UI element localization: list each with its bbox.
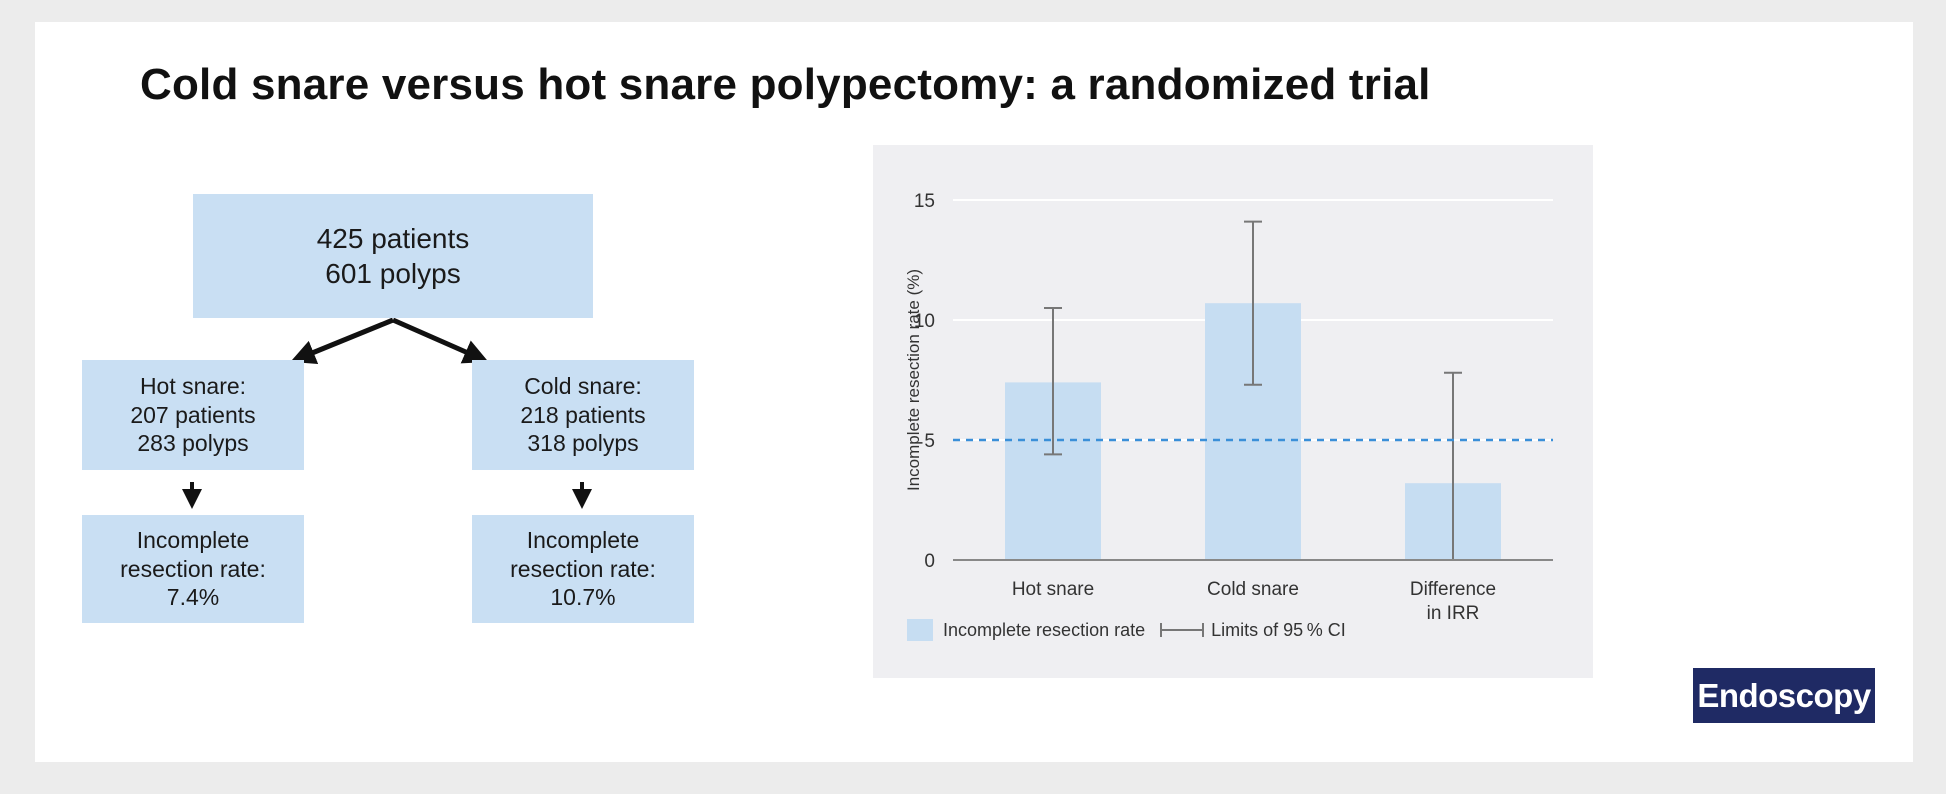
total-polyps: 601 polyps bbox=[325, 258, 461, 289]
cold-rate-line1: Incomplete bbox=[526, 526, 640, 553]
y-tick-label: 0 bbox=[924, 551, 935, 572]
hot-rate-box: Incomplete resection rate: 7.4% bbox=[82, 515, 304, 623]
y-tick-label: 15 bbox=[914, 191, 935, 212]
hot-snare-label: Hot snare: bbox=[139, 372, 247, 399]
y-tick-label: 5 bbox=[924, 431, 935, 452]
y-axis-label: Incomplete resection rate (%) bbox=[904, 269, 923, 491]
cold-snare-patients: 218 patients bbox=[520, 401, 646, 428]
cold-rate-box: Incomplete resection rate: 10.7% bbox=[472, 515, 694, 623]
journal-logo: Endoscopy bbox=[1693, 668, 1875, 723]
legend-ci-icon bbox=[1160, 623, 1205, 637]
cold-rate-line2: resection rate: bbox=[510, 555, 656, 582]
y-tick-label: 10 bbox=[914, 311, 935, 332]
hot-snare-polyps: 283 polyps bbox=[137, 430, 249, 457]
legend-ci-label: Limits of 95 % CI bbox=[1211, 619, 1346, 640]
figure-title: Cold snare versus hot snare polypectomy:… bbox=[140, 60, 1431, 109]
split-arrow-left bbox=[290, 317, 394, 365]
hot-snare-box: Hot snare: 207 patients 283 polyps bbox=[82, 360, 304, 470]
chart-panel: 0 5 10 15 Hot snare Cold snare Difference in IR… bbox=[873, 145, 1593, 678]
total-patients: 425 patients bbox=[316, 223, 470, 254]
cold-rate-value: 10.7% bbox=[550, 584, 616, 611]
cold-snare-box: Cold snare: 218 patients 318 polyps bbox=[472, 360, 694, 470]
x-tick-label: Cold snare bbox=[1207, 579, 1299, 600]
hot-rate-line2: resection rate: bbox=[120, 555, 266, 582]
hot-rate-line1: Incomplete bbox=[136, 526, 250, 553]
legend-bar-swatch bbox=[907, 619, 933, 641]
bar-chart: 0 5 10 15 Hot snare Cold snare Difference in IR… bbox=[904, 191, 1553, 624]
split-arrow-right bbox=[391, 317, 489, 364]
x-tick-label: Difference bbox=[1410, 579, 1496, 600]
x-tick-label: Hot snare bbox=[1012, 579, 1094, 600]
chart-legend: Incomplete resection rate Limits of 95 %… bbox=[907, 618, 1346, 642]
hot-rate-value: 7.4% bbox=[166, 584, 220, 611]
x-tick-label: in IRR bbox=[1427, 603, 1480, 624]
hot-snare-patients: 207 patients bbox=[130, 401, 256, 428]
cold-snare-label: Cold snare: bbox=[524, 372, 642, 399]
cold-snare-polyps: 318 polyps bbox=[527, 430, 639, 457]
total-box: 425 patients 601 polyps bbox=[193, 194, 593, 318]
legend-bar-label: Incomplete resection rate bbox=[943, 619, 1146, 640]
